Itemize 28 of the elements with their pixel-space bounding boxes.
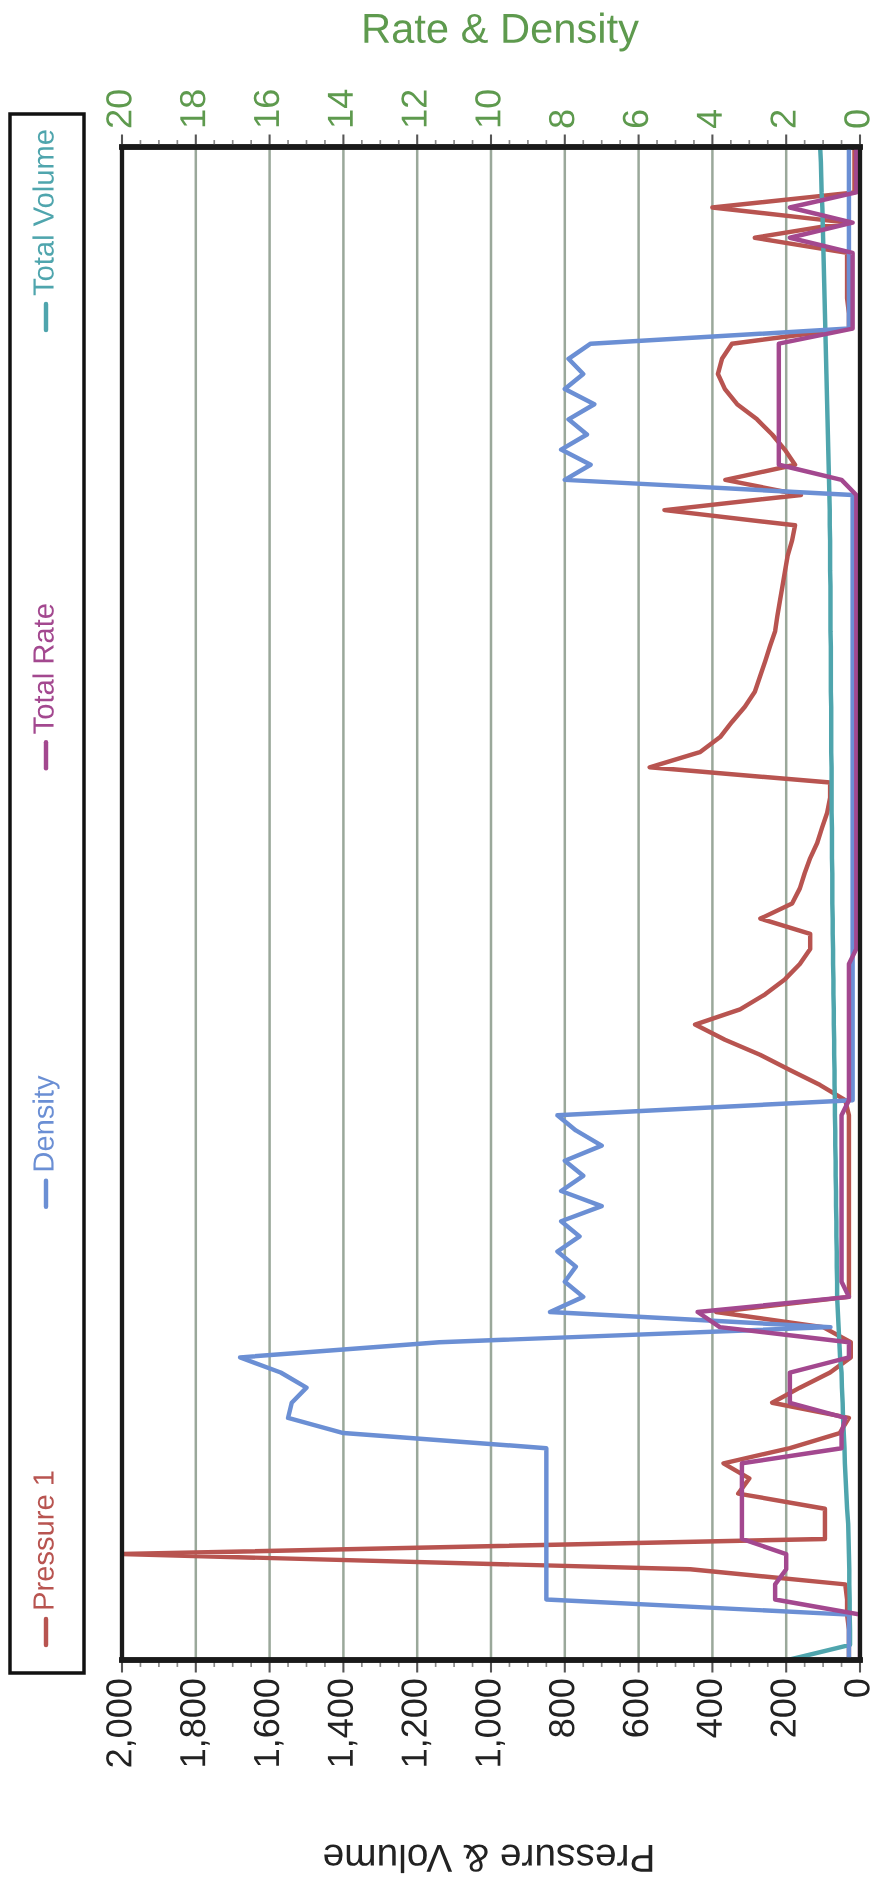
x2-tick-label: 2 <box>770 110 796 128</box>
x2-tick-label: 14 <box>327 89 353 127</box>
text: Total Volume <box>32 130 54 296</box>
text: Pressure 1 <box>33 1471 54 1609</box>
x-tick-label: 0 <box>844 1679 870 1697</box>
text: Total Rate <box>32 604 54 734</box>
x2-tick-label: 18 <box>179 90 206 127</box>
x2-tick-label: 0 <box>844 110 870 128</box>
x-tick-label: 1,000 <box>475 1679 505 1766</box>
x-tick-label: 200 <box>770 1679 796 1737</box>
x2-tick-label: 10 <box>475 90 501 127</box>
x-tick-label: 1,800 <box>179 1679 210 1766</box>
x-tick-label: 600 <box>622 1679 649 1737</box>
text: Density <box>32 1075 60 1171</box>
x2-tick-label: 12 <box>401 90 427 127</box>
x-tick-label: 1,400 <box>327 1679 358 1766</box>
x2-tick-label: 6 <box>622 110 649 128</box>
x-tick-label: 1,600 <box>253 1679 284 1766</box>
x2-tick-label: 16 <box>253 90 280 127</box>
x-tick-label: 2,000 <box>106 1679 136 1767</box>
x-tick-label: 800 <box>548 1679 575 1737</box>
x2-tick-label: 4 <box>696 109 722 129</box>
x2-axis-title: Rate & Density <box>364 12 639 52</box>
x2-tick-label: 8 <box>548 110 575 128</box>
x2-tick-label: 20 <box>106 90 132 128</box>
x-tick-label: 1,200 <box>401 1679 432 1766</box>
x-tick-label: 400 <box>696 1679 723 1738</box>
x-axis-title: Pressure & Volume <box>324 1844 653 1874</box>
